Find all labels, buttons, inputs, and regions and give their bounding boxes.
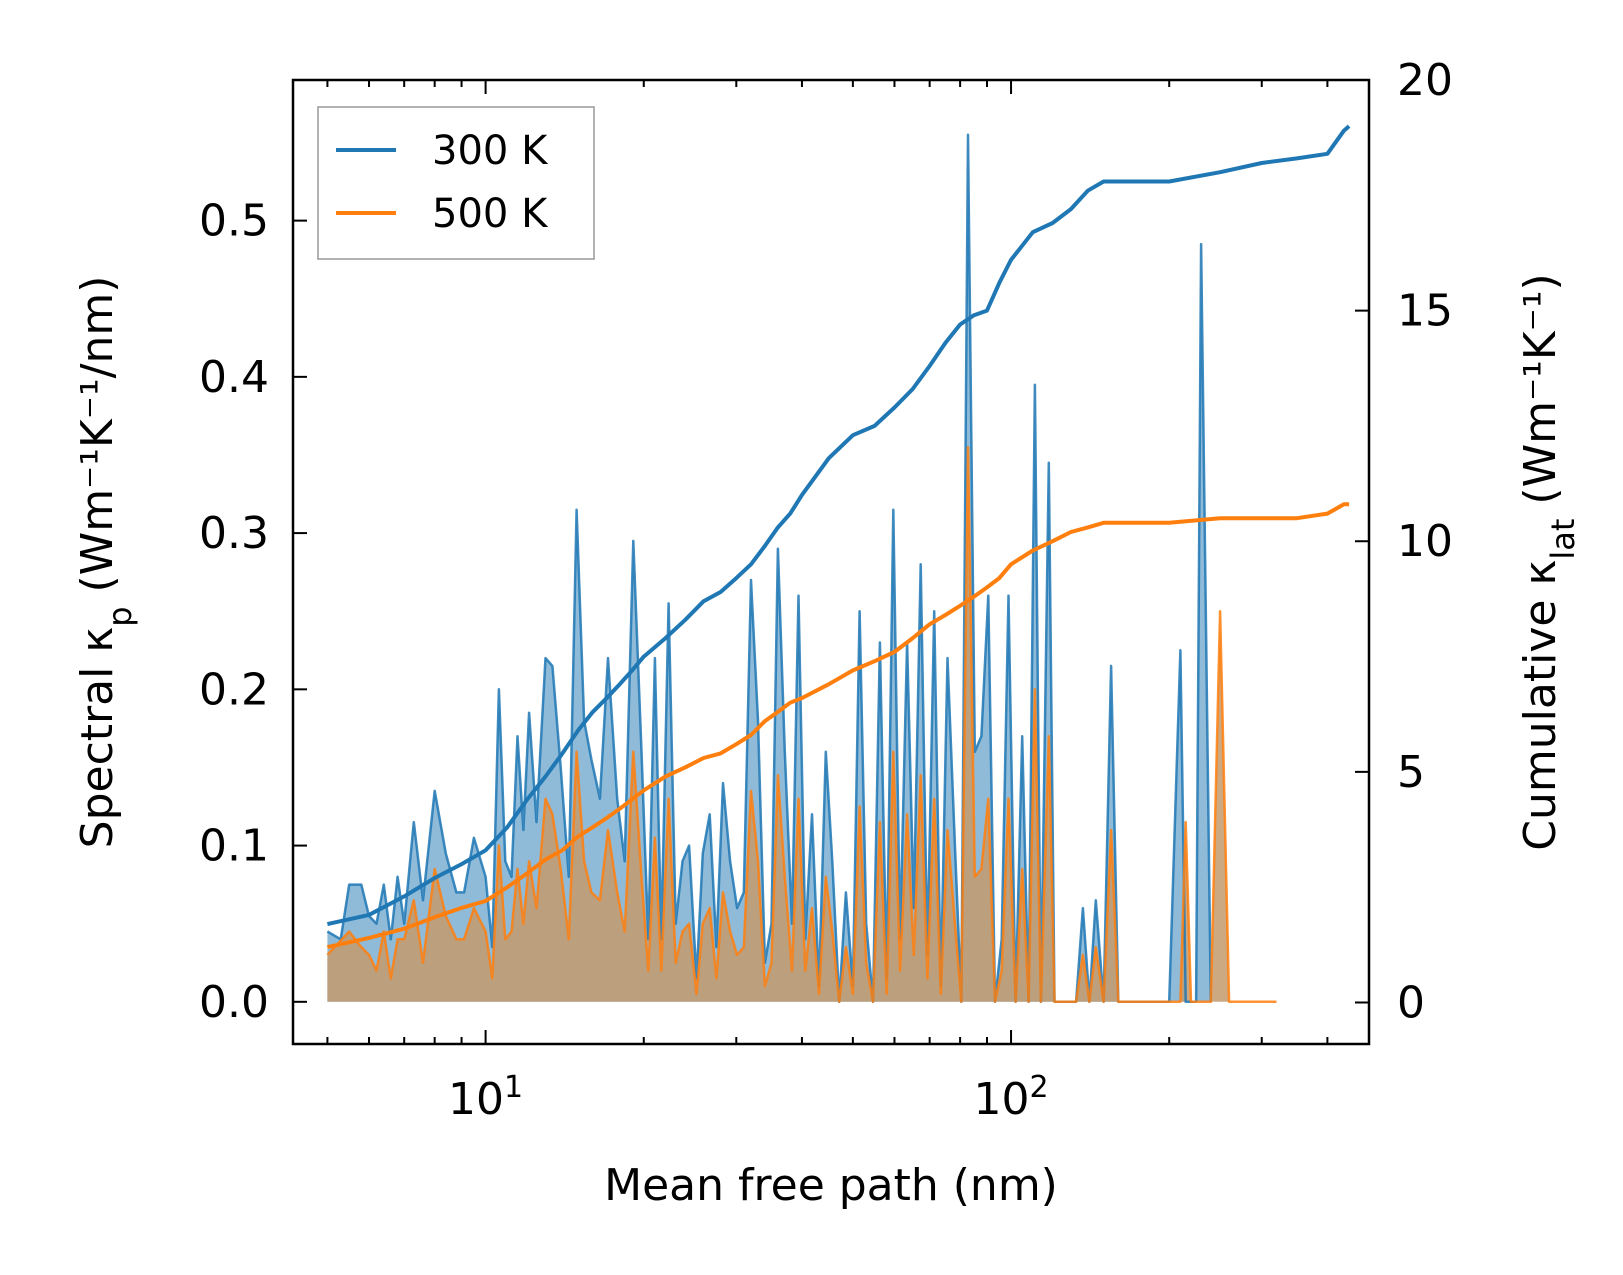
y-left-tick-label: 0.1 bbox=[199, 821, 269, 872]
y-right-tick-label: 20 bbox=[1397, 55, 1453, 106]
y-right-axis-label: Cumulative κlat (Wm⁻¹K⁻¹) bbox=[1515, 273, 1582, 850]
x-tick-label-base: 10 bbox=[448, 1074, 504, 1125]
spectral-line-500k bbox=[326, 445, 1277, 1004]
spectral-lines bbox=[326, 133, 1277, 1004]
spectral-fill-300k bbox=[327, 134, 1211, 1002]
legend-label-300k: 300 K bbox=[432, 128, 549, 174]
y-right-tick-label: 10 bbox=[1397, 516, 1453, 567]
x-tick-label-base: 10 bbox=[973, 1074, 1029, 1125]
y-left-tick-label: 0.0 bbox=[199, 977, 269, 1028]
y-left-tick-label: 0.5 bbox=[199, 196, 269, 247]
y-right-tick-label: 5 bbox=[1397, 747, 1425, 798]
y-left-tick-label: 0.2 bbox=[199, 664, 269, 715]
spectral-line-300k bbox=[326, 133, 1213, 1004]
legend: 300 K 500 K bbox=[317, 106, 595, 260]
legend-label-500k: 500 K bbox=[432, 191, 549, 237]
y-right-label-main: Cumulative κ bbox=[1515, 560, 1566, 851]
y-left-label-units: (Wm⁻¹K⁻¹/nm) bbox=[72, 276, 123, 607]
cumulative-lines bbox=[326, 124, 1351, 950]
y-left-label-sub: p bbox=[101, 606, 139, 626]
cumulative-line-500k bbox=[326, 502, 1350, 950]
y-left-label-main: Spectral κ bbox=[72, 627, 123, 849]
y-left-tick-label: 0.4 bbox=[199, 352, 269, 403]
y-right-label-sub: lat bbox=[1544, 519, 1582, 560]
cumulative-line-300k bbox=[326, 124, 1351, 927]
x-tick-label: 102 bbox=[973, 1070, 1048, 1126]
y-left-axis-label: Spectral κp (Wm⁻¹K⁻¹/nm) bbox=[72, 276, 139, 849]
axis-ticks bbox=[293, 79, 1369, 1044]
y-right-tick-label: 0 bbox=[1397, 977, 1425, 1028]
x-tick-label-exp: 1 bbox=[504, 1070, 523, 1105]
y-right-label-units: (Wm⁻¹K⁻¹) bbox=[1515, 273, 1566, 518]
legend-box bbox=[317, 106, 595, 260]
y-right-tick-label: 15 bbox=[1397, 286, 1453, 337]
y-left-tick-label: 0.3 bbox=[199, 508, 269, 559]
x-tick-label-exp: 2 bbox=[1029, 1070, 1048, 1105]
plot-frame bbox=[291, 78, 1371, 1046]
x-axis-label: Mean free path (nm) bbox=[604, 1160, 1058, 1211]
x-tick-label: 101 bbox=[448, 1070, 523, 1126]
